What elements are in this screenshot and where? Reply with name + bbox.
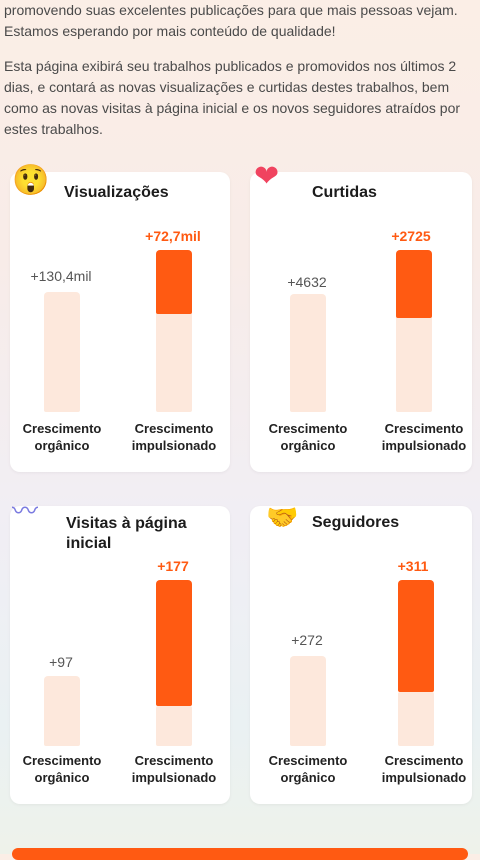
organic-label: Crescimento orgânico — [268, 753, 348, 785]
organic-bar — [290, 656, 326, 746]
organic-label: Crescimento orgânico — [22, 753, 102, 785]
organic-label: Crescimento orgânico — [268, 421, 348, 453]
organic-bar — [44, 292, 80, 412]
boosted-label: Crescimento impulsionado — [131, 753, 217, 785]
bottom-action-button[interactable] — [12, 848, 468, 860]
boosted-bar-track — [156, 706, 192, 746]
organic-bar — [44, 676, 80, 746]
card-title: Seguidores — [312, 514, 400, 531]
surprised-face-icon: 😲 — [12, 164, 50, 197]
boosted-label: Crescimento impulsionado — [131, 421, 217, 453]
handshake-icon: 🤝 — [266, 502, 299, 532]
organic-value: +4632 — [287, 274, 327, 290]
card-likes: ❤ Curtidas +4632 +2725 Crescimento orgân… — [250, 162, 472, 472]
organic-bar — [290, 294, 326, 412]
boosted-label: Crescimento impulsionado — [381, 421, 467, 453]
boosted-value: +311 — [397, 558, 429, 574]
boosted-value: +2725 — [391, 228, 431, 244]
card-title: Visualizações — [64, 184, 169, 201]
intro-text: promovendo suas excelentes publicações p… — [4, 0, 474, 140]
boosted-bar — [398, 580, 434, 692]
boosted-bar — [156, 580, 192, 706]
card-followers: 🤝 Seguidores +272 +311 Crescimento orgân… — [250, 502, 472, 804]
organic-value: +97 — [49, 654, 73, 670]
wave-icon: 〰 — [12, 496, 39, 526]
boosted-bar — [156, 250, 192, 314]
organic-value: +130,4mil — [30, 268, 92, 284]
heart-icon: ❤ — [254, 160, 280, 193]
boosted-bar-track — [398, 692, 434, 746]
boosted-label: Crescimento impulsionado — [381, 753, 467, 785]
boosted-value: +72,7mil — [145, 228, 201, 244]
card-title: Curtidas — [312, 184, 377, 201]
boosted-bar — [396, 250, 432, 318]
card-title: Visitas à página inicial — [66, 515, 187, 552]
card-views: 😲 Visualizações +130,4mil +72,7mil Cresc… — [10, 166, 230, 472]
intro-paragraph-2: Esta página exibirá seu trabalhos public… — [4, 58, 461, 137]
intro-paragraph-1: promovendo suas excelentes publicações p… — [4, 2, 458, 39]
organic-value: +272 — [291, 632, 323, 648]
organic-label: Crescimento orgânico — [22, 421, 102, 453]
card-home-visits: 〰 Visitas à página inicial +97 +177 Cres… — [10, 496, 230, 804]
boosted-value: +177 — [157, 558, 189, 574]
